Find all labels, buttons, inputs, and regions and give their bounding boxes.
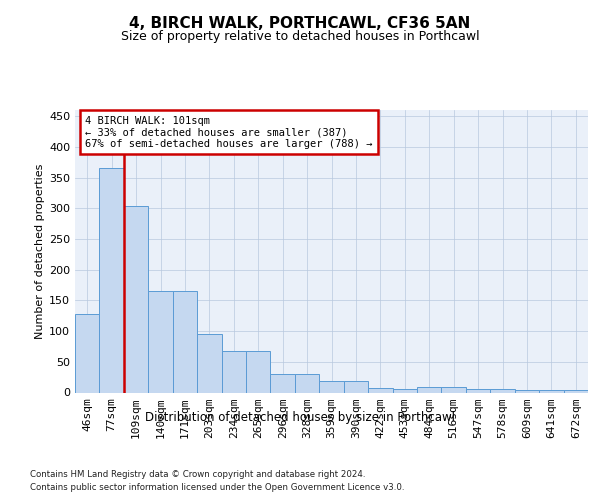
Bar — [466, 390, 490, 392]
Text: 4, BIRCH WALK, PORTHCAWL, CF36 5AN: 4, BIRCH WALK, PORTHCAWL, CF36 5AN — [130, 16, 470, 31]
Bar — [197, 334, 221, 392]
Y-axis label: Number of detached properties: Number of detached properties — [35, 164, 45, 339]
Bar — [392, 389, 417, 392]
Bar — [368, 388, 392, 392]
Bar — [100, 168, 124, 392]
Text: Size of property relative to detached houses in Porthcawl: Size of property relative to detached ho… — [121, 30, 479, 43]
Bar — [75, 314, 100, 392]
Bar — [563, 390, 588, 392]
Bar — [148, 291, 173, 392]
Bar — [319, 382, 344, 392]
Text: Contains public sector information licensed under the Open Government Licence v3: Contains public sector information licen… — [30, 483, 404, 492]
Bar — [221, 350, 246, 393]
Text: Contains HM Land Registry data © Crown copyright and database right 2024.: Contains HM Land Registry data © Crown c… — [30, 470, 365, 479]
Bar — [344, 382, 368, 392]
Bar — [490, 390, 515, 392]
Text: Distribution of detached houses by size in Porthcawl: Distribution of detached houses by size … — [145, 411, 455, 424]
Bar — [246, 350, 271, 393]
Bar — [417, 387, 442, 392]
Bar — [442, 387, 466, 392]
Text: 4 BIRCH WALK: 101sqm
← 33% of detached houses are smaller (387)
67% of semi-deta: 4 BIRCH WALK: 101sqm ← 33% of detached h… — [85, 116, 373, 149]
Bar — [539, 390, 563, 392]
Bar — [515, 390, 539, 392]
Bar — [271, 374, 295, 392]
Bar — [295, 374, 319, 392]
Bar — [124, 206, 148, 392]
Bar — [173, 291, 197, 392]
